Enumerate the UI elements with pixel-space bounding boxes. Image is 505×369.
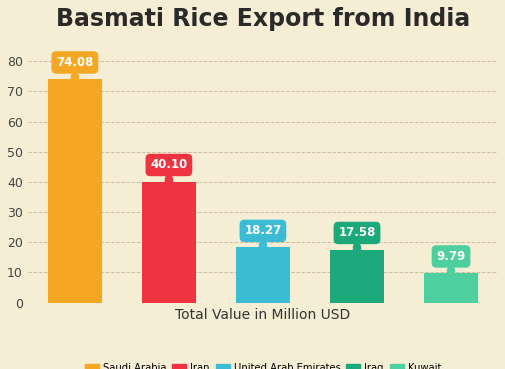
Text: 9.79: 9.79 — [436, 250, 466, 273]
X-axis label: Total Value in Million USD: Total Value in Million USD — [175, 308, 350, 322]
Bar — [330, 249, 384, 303]
Legend: Saudi Arabia, Iran, United Arab Emirates, Iraq, Kuwait: Saudi Arabia, Iran, United Arab Emirates… — [81, 359, 445, 369]
Text: 40.10: 40.10 — [150, 159, 187, 182]
Bar — [141, 182, 196, 303]
Bar — [47, 79, 102, 303]
Title: Basmati Rice Export from India: Basmati Rice Export from India — [56, 7, 470, 31]
Bar — [424, 273, 478, 303]
Text: 18.27: 18.27 — [244, 224, 282, 248]
Text: 74.08: 74.08 — [56, 56, 93, 79]
Text: 17.58: 17.58 — [338, 227, 376, 249]
Bar — [236, 248, 290, 303]
